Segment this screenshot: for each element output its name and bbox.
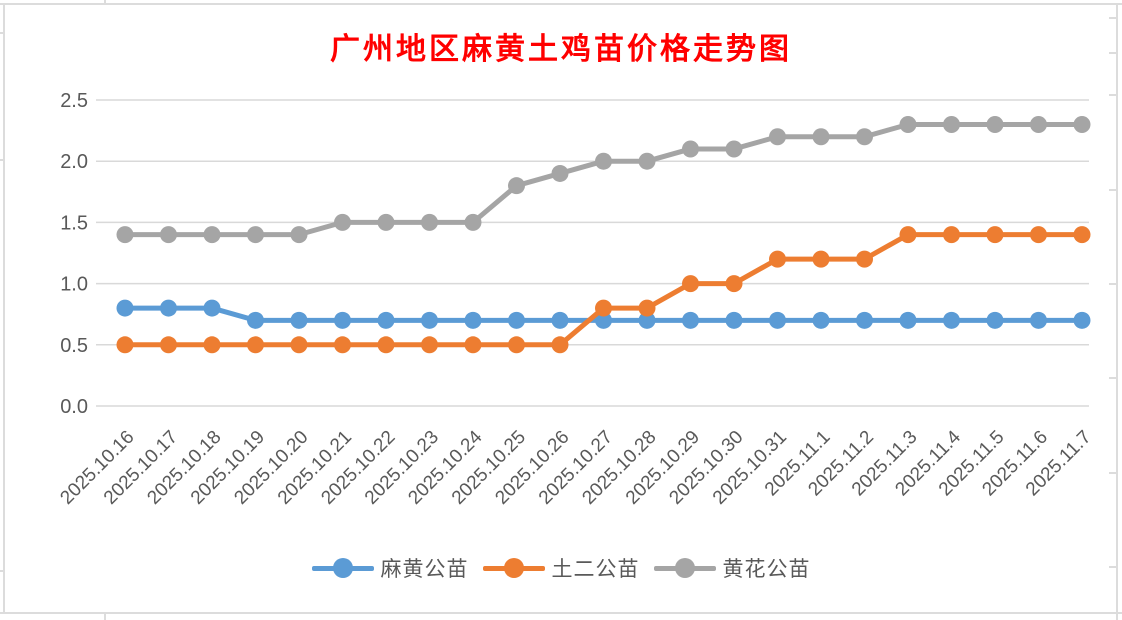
data-point (508, 336, 525, 354)
data-point (160, 336, 177, 354)
data-point (1073, 115, 1091, 133)
y-tick-label: 0.0 (60, 396, 88, 418)
series-麻黄公苗 (116, 299, 1091, 329)
chart-title: 广州地区麻黄土鸡苗价格走势图 (330, 32, 792, 67)
data-point (595, 299, 612, 317)
data-point (769, 128, 786, 146)
data-point (725, 140, 743, 158)
data-point (1030, 115, 1047, 133)
data-point (682, 311, 699, 329)
series-line (122, 121, 1085, 238)
data-point (682, 275, 699, 293)
x-axis-labels: 2025.10.162025.10.172025.10.182025.10.19… (56, 426, 1095, 508)
y-tick-label: 1.0 (60, 274, 88, 296)
data-point (638, 311, 656, 329)
data-point (464, 311, 482, 329)
data-point (1030, 311, 1047, 329)
series2-line-marker-icon (482, 558, 545, 578)
legend-item-series2: 土二公苗 (482, 553, 640, 583)
data-point (551, 336, 569, 354)
data-point (290, 336, 308, 354)
data-point (116, 226, 134, 244)
data-point (725, 275, 743, 293)
gridlines (96, 99, 1089, 407)
data-point (551, 164, 569, 182)
y-tick-label: 1.5 (60, 212, 88, 234)
series-土二公苗 (116, 226, 1091, 354)
data-point (508, 177, 525, 195)
data-point (812, 128, 830, 146)
data-point (464, 213, 482, 231)
data-point (203, 299, 221, 317)
y-tick-label: 0.5 (60, 335, 88, 357)
data-point (812, 311, 830, 329)
data-point (595, 152, 612, 170)
data-point (595, 311, 612, 329)
chart-legend: 麻黄公苗 土二公苗 黄花公苗 (0, 553, 1122, 583)
legend-label-series1: 麻黄公苗 (380, 557, 469, 581)
y-tick-label: 2.0 (60, 151, 88, 173)
data-point (899, 226, 917, 244)
data-point (203, 226, 221, 244)
data-point (421, 336, 438, 354)
y-tick-label: 2.5 (60, 90, 88, 112)
legend-label-series3: 黄花公苗 (722, 557, 811, 581)
data-point (290, 226, 308, 244)
data-point (160, 226, 177, 244)
data-point (551, 311, 569, 329)
data-point (377, 336, 395, 354)
series-黄花公苗 (116, 115, 1091, 244)
data-point (725, 311, 743, 329)
data-point (1073, 226, 1091, 244)
data-point (943, 115, 960, 133)
data-point (1030, 226, 1047, 244)
data-point (682, 140, 699, 158)
data-point (203, 336, 221, 354)
data-point (856, 128, 873, 146)
data-point (334, 311, 351, 329)
data-point (508, 311, 525, 329)
data-point (769, 250, 786, 268)
series3-line-marker-icon (653, 558, 716, 578)
y-axis-labels: 0.0 0.5 1.0 1.5 2.0 2.5 (60, 90, 88, 418)
data-point (334, 336, 351, 354)
data-point (986, 115, 1004, 133)
legend-item-series3: 黄花公苗 (653, 553, 811, 583)
data-point (1073, 311, 1091, 329)
data-point (377, 213, 395, 231)
data-point (421, 213, 438, 231)
data-point (116, 299, 134, 317)
data-point (986, 311, 1004, 329)
data-point (899, 115, 917, 133)
data-point (986, 226, 1004, 244)
data-point (421, 311, 438, 329)
legend-item-series1: 麻黄公苗 (311, 553, 469, 583)
data-point (247, 336, 264, 354)
data-point (290, 311, 308, 329)
data-point (812, 250, 830, 268)
data-point (116, 336, 134, 354)
data-point (247, 226, 264, 244)
data-point (377, 311, 395, 329)
data-point (899, 311, 917, 329)
data-point (638, 299, 656, 317)
data-point (638, 152, 656, 170)
series1-line-marker-icon (311, 558, 374, 578)
data-point (464, 336, 482, 354)
data-point (856, 311, 873, 329)
data-point (334, 213, 351, 231)
data-point (856, 250, 873, 268)
data-point (769, 311, 786, 329)
data-point (943, 226, 960, 244)
data-point (160, 299, 177, 317)
data-point (943, 311, 960, 329)
data-point (247, 311, 264, 329)
legend-label-series2: 土二公苗 (551, 557, 640, 581)
